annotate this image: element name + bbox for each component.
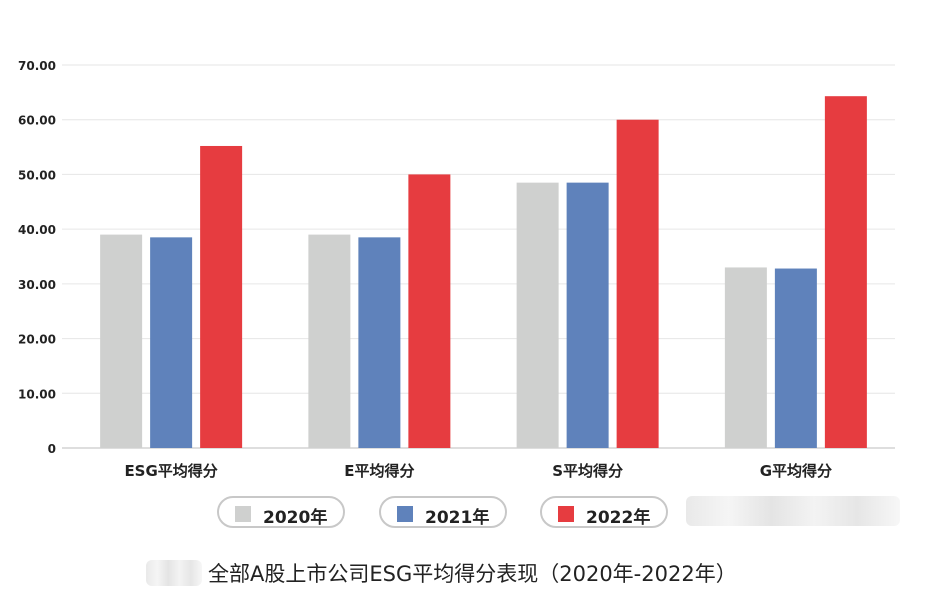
y-tick-label: 70.00 (18, 59, 56, 73)
bars (100, 96, 867, 449)
y-tick-label: 60.00 (18, 114, 56, 128)
bar-2020年 (724, 267, 767, 448)
x-category-label: E平均得分 (344, 462, 414, 480)
bar-chart: 70.00 60.00 50.00 40.00 30.00 20.00 10.00 0 ESG… (18, 59, 895, 480)
bar-2022年 (408, 174, 451, 448)
legend-label-2021: 2021年 (425, 508, 490, 528)
y-tick-label: 30.00 (18, 278, 56, 292)
legend-item-2020[interactable]: 2020年 (217, 496, 345, 528)
legend-swatch-2022 (558, 506, 574, 522)
bar-2022年 (616, 119, 659, 448)
y-tick-label: 40.00 (18, 223, 56, 237)
y-tick-label: 0 (48, 442, 56, 456)
x-category-label: S平均得分 (552, 462, 623, 480)
bar-2020年 (100, 234, 143, 448)
y-tick-label: 20.00 (18, 333, 56, 347)
figure-caption: 全部A股上市公司ESG平均得分表现（2020年-2022年） (0, 556, 943, 588)
y-tick-label: 10.00 (18, 387, 56, 401)
x-category-label: G平均得分 (760, 462, 832, 480)
bar-2021年 (566, 182, 609, 448)
bar-2022年 (200, 145, 243, 448)
bar-2021年 (358, 237, 401, 448)
x-axis-categories: ESG平均得分 E平均得分 S平均得分 G平均得分 (124, 462, 832, 480)
bar-2021年 (774, 268, 817, 448)
blurred-watermark-right (686, 496, 900, 526)
bar-2021年 (150, 237, 193, 448)
legend-label-2020: 2020年 (263, 508, 328, 528)
legend-swatch-2020 (235, 506, 251, 522)
y-tick-label: 50.00 (18, 168, 56, 182)
bar-2020年 (516, 182, 559, 448)
x-category-label: ESG平均得分 (124, 462, 217, 480)
legend-swatch-2021 (397, 506, 413, 522)
blurred-watermark-caption (146, 560, 202, 586)
legend-label-2022: 2022年 (586, 508, 651, 528)
legend: 2020年 2021年 2022年 (0, 496, 943, 530)
y-axis-ticks: 70.00 60.00 50.00 40.00 30.00 20.00 10.00 0 (18, 59, 56, 456)
legend-item-2021[interactable]: 2021年 (379, 496, 507, 528)
caption-text: 全部A股上市公司ESG平均得分表现（2020年-2022年） (208, 562, 737, 586)
legend-item-2022[interactable]: 2022年 (540, 496, 668, 528)
bar-2020年 (308, 234, 351, 448)
bar-2022年 (824, 96, 867, 449)
